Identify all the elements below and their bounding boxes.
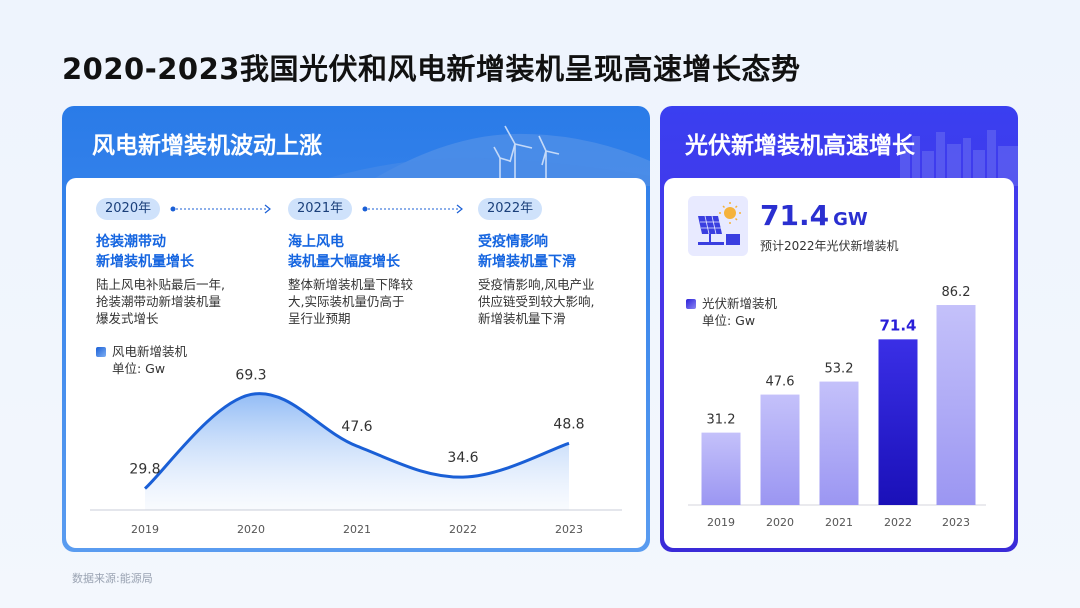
city-skyline-scenery xyxy=(900,130,1018,186)
wind-data-label: 34.6 xyxy=(447,450,478,466)
wind-card: 2020年 2021年 2022年 抢装潮带动 新增装机量增长 海上风电 装机量… xyxy=(66,178,646,548)
solar-data-label: 31.2 xyxy=(707,413,736,428)
event-2020-title: 抢装潮带动 新增装机量增长 xyxy=(96,232,194,272)
solar-x-tick: 2019 xyxy=(707,516,735,529)
event-2020-title-line2: 新增装机量增长 xyxy=(96,254,194,270)
event-2021-title-line2: 装机量大幅度增长 xyxy=(288,254,400,270)
solar-bar xyxy=(701,432,741,505)
solar-panel-icon xyxy=(698,202,741,245)
wind-legend-entry: 风电新增装机 xyxy=(96,343,187,360)
wind-unit-label: 单位: Gw xyxy=(112,361,166,376)
solar-bar xyxy=(936,305,976,505)
event-2021-title-line1: 海上风电 xyxy=(288,234,344,250)
solar-unit-label: 单位: Gw xyxy=(702,313,756,328)
solar-data-label: 71.4 xyxy=(879,316,916,334)
solar-legend-swatch xyxy=(686,299,696,309)
solar-data-label: 53.2 xyxy=(825,362,854,377)
wind-x-tick: 2019 xyxy=(131,523,159,536)
event-2022-title: 受疫情影响 新增装机量下滑 xyxy=(478,232,576,272)
wind-x-tick: 2023 xyxy=(555,523,583,536)
wind-panel: 风电新增装机波动上涨 2020年 2021年 2022年 抢装潮带动 新增装机量… xyxy=(62,106,650,552)
event-2022-desc: 受疫情影响,风电产业 供应链受到较大影响, 新增装机量下滑 xyxy=(478,276,638,327)
timeline-arrow-2 xyxy=(362,204,463,214)
event-2022-desc-line1: 受疫情影响,风电产业 xyxy=(478,277,595,292)
wind-legend-swatch xyxy=(96,347,106,357)
solar-bar xyxy=(760,394,800,505)
wind-panel-heading: 风电新增装机波动上涨 xyxy=(92,133,322,159)
event-2022-title-line2: 新增装机量下滑 xyxy=(478,254,576,270)
wind-data-label: 47.6 xyxy=(341,419,372,435)
timeline-arrow-1 xyxy=(170,204,271,214)
event-2021-desc: 整体新增装机量下降较 大,实际装机量仍高于 呈行业预期 xyxy=(288,276,448,327)
year-pill-2020: 2020年 xyxy=(96,198,161,220)
event-2022-title-line1: 受疫情影响 xyxy=(478,234,548,250)
solar-legend-entry: 光伏新增装机 xyxy=(686,295,777,312)
page-title: 2020-2023我国光伏和风电新增装机呈现高速增长态势 xyxy=(62,52,801,86)
wind-legend-label: 风电新增装机 xyxy=(112,344,188,359)
solar-legend: 光伏新增装机 单位: Gw xyxy=(686,295,777,329)
wind-x-tick: 2020 xyxy=(237,523,265,536)
year-pill-2021: 2021年 xyxy=(288,198,353,220)
solar-kpi-icon-box xyxy=(688,196,748,256)
wind-area-chart: 29.8 69.3 47.6 34.6 48.8 2019 2020 2021 2022 2023 xyxy=(90,367,622,536)
solar-x-tick: 2021 xyxy=(825,516,853,529)
event-2020-desc: 陆上风电补贴最后一年, 抢装潮带动新增装机量 爆发式增长 xyxy=(96,276,256,327)
wind-data-label: 48.8 xyxy=(553,416,584,432)
event-2022-desc-line2: 供应链受到较大影响, xyxy=(478,294,595,309)
wind-data-label: 69.3 xyxy=(235,367,266,383)
event-2021-desc-line3: 呈行业预期 xyxy=(288,311,351,326)
event-2022-desc-line3: 新增装机量下滑 xyxy=(478,311,566,326)
event-2020-title-line1: 抢装潮带动 xyxy=(96,234,166,250)
wind-series-line xyxy=(144,392,570,490)
wind-area-fill xyxy=(145,393,569,510)
solar-kpi-number: 71.4 xyxy=(760,199,830,232)
event-2021-desc-line1: 整体新增装机量下降较 xyxy=(288,277,414,292)
wind-legend: 风电新增装机 单位: Gw xyxy=(96,343,187,377)
event-2020-desc-line2: 抢装潮带动新增装机量 xyxy=(96,294,222,309)
solar-bar-chart: 31.2 47.6 53.2 71.4 86.2 2019 2020 2021 2022 2023 xyxy=(688,285,986,529)
wind-x-tick: 2021 xyxy=(343,523,371,536)
solar-data-label: 47.6 xyxy=(766,375,795,390)
solar-kpi-unit: GW xyxy=(833,209,868,230)
solar-x-tick: 2022 xyxy=(884,516,912,529)
solar-x-tick: 2023 xyxy=(942,516,970,529)
solar-x-tick: 2020 xyxy=(766,516,794,529)
wind-data-label: 29.8 xyxy=(129,462,160,478)
solar-bar xyxy=(819,381,859,505)
event-2021-desc-line2: 大,实际装机量仍高于 xyxy=(288,294,405,309)
year-pill-2022: 2022年 xyxy=(478,198,543,220)
event-2020-desc-line3: 爆发式增长 xyxy=(96,311,159,326)
solar-legend-label: 光伏新增装机 xyxy=(702,296,778,311)
event-2020-desc-line1: 陆上风电补贴最后一年, xyxy=(96,277,225,292)
wind-x-tick: 2022 xyxy=(449,523,477,536)
data-source: 数据来源:能源局 xyxy=(72,572,153,585)
event-2021-title: 海上风电 装机量大幅度增长 xyxy=(288,232,400,272)
solar-kpi-value: 71.4 GW xyxy=(760,199,868,232)
solar-panel-heading: 光伏新增装机高速增长 xyxy=(685,133,915,159)
solar-kpi-label: 预计2022年光伏新增装机 xyxy=(760,239,899,253)
solar-data-label: 86.2 xyxy=(942,285,971,300)
solar-bar xyxy=(878,339,918,505)
